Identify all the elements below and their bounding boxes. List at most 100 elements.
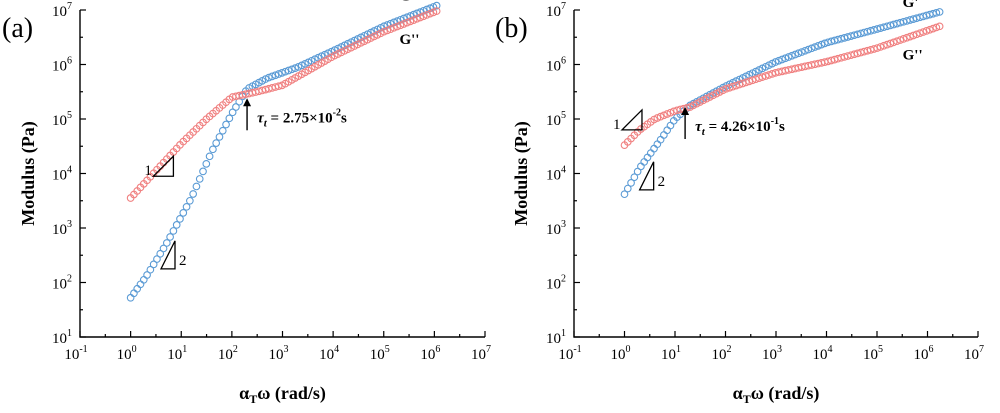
data-point — [870, 45, 878, 53]
data-point — [627, 179, 635, 187]
x-tick-label: 104 — [319, 344, 339, 363]
data-point — [643, 153, 652, 162]
y-tick-label: 103 — [52, 219, 72, 238]
x-tick-label: 104 — [813, 344, 833, 363]
x-tick-label: 10-1 — [64, 344, 87, 363]
x-tick-label: 101 — [661, 344, 681, 363]
x-tick-label: 101 — [167, 344, 187, 363]
data-point — [732, 81, 740, 90]
x-tick-label: 102 — [218, 344, 238, 363]
data-point — [663, 126, 672, 135]
data-point — [886, 39, 895, 48]
series-g-loss — [126, 7, 441, 202]
data-point — [817, 40, 826, 49]
data-point — [909, 31, 918, 40]
data-point — [774, 56, 783, 65]
y-tick-label: 101 — [546, 328, 566, 347]
x-tick-label: 100 — [117, 344, 137, 363]
x-tick-label: 10-1 — [558, 344, 581, 363]
data-point — [929, 24, 937, 33]
data-point — [126, 293, 135, 302]
data-point — [228, 108, 237, 117]
crossover-arrow-head — [243, 98, 252, 107]
data-point — [765, 71, 773, 79]
data-point — [192, 182, 201, 191]
data-point — [268, 72, 276, 81]
data-point — [419, 12, 428, 21]
data-point — [179, 208, 188, 217]
data-point — [623, 184, 632, 193]
data-point — [650, 144, 658, 153]
y-tick-label: 106 — [52, 56, 72, 75]
data-point — [182, 202, 191, 211]
label-g-storage: G' — [399, 0, 415, 5]
data-point — [396, 21, 405, 30]
panel-label: (a) — [2, 13, 33, 44]
data-point — [225, 114, 234, 123]
data-point — [794, 49, 803, 58]
data-point — [409, 16, 418, 24]
x-tick-label: 107 — [964, 344, 984, 363]
data-point — [383, 26, 392, 35]
x-axis-title: αTω (rad/s) — [239, 383, 326, 406]
data-point — [653, 140, 662, 149]
data-point — [133, 284, 142, 293]
data-point — [791, 50, 800, 59]
data-point — [205, 152, 214, 161]
x-tick-label: 105 — [370, 344, 390, 363]
data-point — [159, 244, 168, 253]
x-tick-label: 103 — [269, 344, 289, 363]
data-point — [139, 275, 148, 284]
y-tick-label: 106 — [546, 56, 566, 75]
data-point — [149, 260, 158, 269]
data-point — [722, 84, 731, 93]
data-point — [916, 29, 924, 38]
data-point — [893, 37, 901, 46]
data-point — [212, 139, 221, 147]
data-point — [748, 76, 757, 85]
data-point — [896, 36, 905, 44]
slope-triangle-2 — [638, 161, 655, 191]
y-tick-label: 104 — [546, 165, 566, 184]
data-point — [925, 25, 934, 34]
x-tick-label: 102 — [712, 344, 732, 363]
data-point — [403, 18, 411, 27]
data-point — [912, 30, 921, 39]
slope-triangle-1 — [151, 154, 175, 177]
data-point — [186, 196, 194, 205]
data-point — [153, 255, 161, 263]
data-point — [784, 53, 793, 61]
data-point — [935, 8, 944, 16]
data-point — [804, 45, 813, 54]
data-point — [222, 120, 230, 129]
data-point — [788, 51, 796, 60]
data-point — [232, 103, 240, 111]
data-point — [429, 8, 438, 17]
data-point — [745, 77, 754, 86]
data-point — [889, 38, 898, 47]
data-point — [215, 133, 224, 141]
data-point — [278, 69, 286, 77]
data-point — [814, 41, 823, 50]
panel-label: (b) — [495, 13, 528, 44]
data-point — [390, 23, 398, 32]
y-tick-label: 107 — [546, 1, 566, 20]
data-point — [932, 8, 941, 17]
y-axis-title: Modulus (Pa) — [18, 121, 39, 226]
x-tick-label: 105 — [863, 344, 883, 363]
series-g-storage — [620, 8, 944, 199]
data-point — [755, 74, 763, 83]
data-point — [728, 82, 737, 91]
data-point — [136, 280, 145, 289]
data-point — [264, 73, 273, 82]
x-tick-label: 103 — [762, 344, 782, 363]
data-point — [811, 43, 819, 51]
data-point — [284, 66, 293, 75]
data-point — [218, 126, 227, 135]
data-point — [291, 64, 300, 72]
data-point — [146, 265, 155, 274]
data-point — [162, 239, 171, 247]
data-point — [742, 78, 750, 87]
data-point — [883, 40, 891, 49]
data-point — [166, 233, 174, 241]
